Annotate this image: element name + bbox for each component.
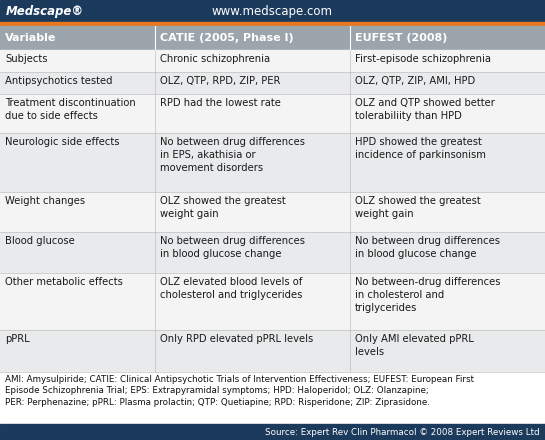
Text: No between-drug differences
in cholesterol and
triglycerides: No between-drug differences in cholester… — [355, 278, 500, 313]
Text: Blood glucose: Blood glucose — [5, 236, 75, 246]
Text: Treatment discontinuation
due to side effects: Treatment discontinuation due to side ef… — [5, 98, 136, 121]
Bar — [0, 94, 545, 133]
Text: No between drug differences
in blood glucose change: No between drug differences in blood glu… — [355, 236, 500, 259]
Bar — [0, 232, 545, 273]
Text: OLZ, QTP, RPD, ZIP, PER: OLZ, QTP, RPD, ZIP, PER — [160, 76, 280, 86]
Text: Source: Expert Rev Clin Pharmacol © 2008 Expert Reviews Ltd: Source: Expert Rev Clin Pharmacol © 2008… — [265, 428, 540, 436]
Bar — [0, 330, 545, 372]
Text: OLZ, QTP, ZIP, AMI, HPD: OLZ, QTP, ZIP, AMI, HPD — [355, 76, 475, 86]
Bar — [0, 273, 545, 330]
Text: www.medscape.com: www.medscape.com — [212, 4, 333, 18]
Text: Only RPD elevated pPRL levels: Only RPD elevated pPRL levels — [160, 334, 313, 345]
Bar — [0, 72, 545, 94]
Text: First-episode schizophrenia: First-episode schizophrenia — [355, 54, 491, 64]
Bar — [0, 22, 545, 26]
Text: OLZ showed the greatest
weight gain: OLZ showed the greatest weight gain — [160, 196, 286, 219]
Bar — [0, 50, 545, 72]
Text: No between drug differences
in EPS, akathisia or
movement disorders: No between drug differences in EPS, akat… — [160, 137, 305, 173]
Text: pPRL: pPRL — [5, 334, 29, 345]
Text: Weight changes: Weight changes — [5, 196, 85, 206]
Text: Only AMI elevated pPRL
levels: Only AMI elevated pPRL levels — [355, 334, 474, 357]
Text: Antipsychotics tested: Antipsychotics tested — [5, 76, 112, 86]
Text: AMI: Amysulpiride; CATIE: Clinical Antipsychotic Trials of Intervention Effectiv: AMI: Amysulpiride; CATIE: Clinical Antip… — [5, 375, 474, 407]
Text: OLZ and QTP showed better
tolerabiliity than HPD: OLZ and QTP showed better tolerabiliity … — [355, 98, 495, 121]
Text: Medscape®: Medscape® — [6, 4, 84, 18]
Text: RPD had the lowest rate: RPD had the lowest rate — [160, 98, 281, 108]
Text: OLZ elevated blood levels of
cholesterol and triglycerides: OLZ elevated blood levels of cholesterol… — [160, 278, 302, 300]
Bar — [0, 26, 545, 50]
Bar — [0, 192, 545, 232]
Text: HPD showed the greatest
incidence of parkinsonism: HPD showed the greatest incidence of par… — [355, 137, 486, 160]
Text: Variable: Variable — [5, 33, 56, 43]
Text: Subjects: Subjects — [5, 54, 47, 64]
Bar — [0, 424, 545, 440]
Text: Neurologic side effects: Neurologic side effects — [5, 137, 119, 147]
Text: EUFEST (2008): EUFEST (2008) — [355, 33, 447, 43]
Bar — [0, 0, 545, 22]
Bar — [0, 133, 545, 192]
Text: OLZ showed the greatest
weight gain: OLZ showed the greatest weight gain — [355, 196, 481, 219]
Text: Other metabolic effects: Other metabolic effects — [5, 278, 123, 287]
Bar — [0, 372, 545, 424]
Text: No between drug differences
in blood glucose change: No between drug differences in blood glu… — [160, 236, 305, 259]
Text: CATIE (2005, Phase I): CATIE (2005, Phase I) — [160, 33, 294, 43]
Text: Chronic schizophrenia: Chronic schizophrenia — [160, 54, 270, 64]
